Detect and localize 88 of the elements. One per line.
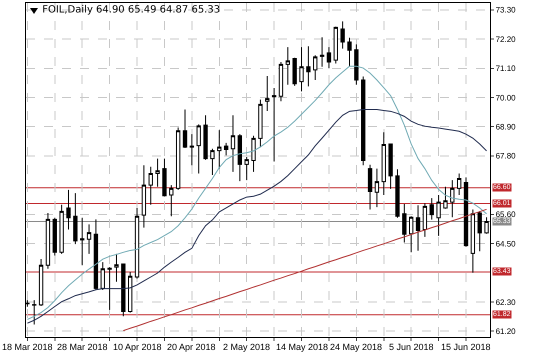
- candlestick: [326, 46, 332, 69]
- candlestick: [32, 300, 36, 326]
- candlestick: [128, 271, 132, 314]
- candlestick: [148, 166, 153, 206]
- candlestick: [422, 202, 428, 238]
- candlestick: [46, 212, 50, 270]
- candlestick: [306, 46, 311, 87]
- candlestick: [388, 142, 393, 190]
- candlestick: [313, 54, 318, 80]
- candlestick: [402, 203, 407, 243]
- candlestick: [470, 209, 476, 274]
- candlestick: [374, 168, 380, 208]
- candlestick: [190, 134, 194, 166]
- line-series: [122, 208, 488, 332]
- y-tick-label: 71.10: [496, 64, 516, 74]
- candlestick: [368, 164, 372, 210]
- y-tick-label: 68.90: [496, 122, 516, 132]
- candlestick: [100, 262, 105, 291]
- candlestick: [38, 258, 44, 306]
- y-tick-label: 64.50: [496, 239, 516, 248]
- x-tick-label: 28 Mar 2018: [57, 342, 108, 352]
- x-tick-label: 2 May 2018: [223, 342, 270, 352]
- candlestick: [196, 124, 201, 174]
- y-tick-label: 73.30: [496, 6, 516, 15]
- x-tick-label: 10 Apr 2018: [113, 342, 162, 352]
- line-series: [26, 66, 488, 320]
- candlestick: [265, 76, 270, 112]
- x-tick-label: 14 May 2018: [276, 342, 328, 352]
- candlestick: [272, 87, 276, 162]
- candlestick: [107, 266, 112, 310]
- candlestick: [238, 134, 242, 182]
- candlestick: [142, 164, 146, 228]
- candlestick: [251, 135, 256, 172]
- candlestick: [162, 158, 167, 198]
- x-tick-label: 15 Jun 2018: [441, 342, 491, 352]
- candlestick: [73, 192, 78, 245]
- candlestick: [382, 132, 386, 196]
- candlestick: [436, 194, 441, 236]
- candlestick: [347, 37, 352, 68]
- y-tick-label: 67.80: [496, 152, 516, 161]
- candlestick: [155, 158, 160, 188]
- x-tick-label: 18 Mar 2018: [2, 342, 53, 352]
- candlestick: [416, 204, 420, 252]
- candlestick: [450, 180, 454, 218]
- candlestick: [320, 36, 324, 68]
- y-tick-label: 72.20: [496, 34, 516, 44]
- line-series: [26, 108, 488, 324]
- candlestick: [210, 148, 215, 176]
- candlestick: [86, 224, 92, 254]
- candlestick: [443, 186, 448, 210]
- y-tick-label: 61.20: [496, 326, 516, 336]
- chart-title: FOIL,Daily 64.90 65.49 64.87 65.33: [42, 4, 220, 16]
- candlestick: [478, 210, 482, 252]
- candlestick: [217, 130, 222, 170]
- candlestick: [66, 189, 71, 230]
- candlestick: [114, 253, 119, 282]
- candlestick: [395, 168, 400, 218]
- candlestick: [121, 262, 126, 317]
- candlestick: [52, 217, 57, 256]
- candlestick: [430, 198, 434, 220]
- candlestick: [334, 26, 338, 64]
- candlestick: [258, 99, 263, 148]
- candlestick: [230, 114, 236, 172]
- candlestick: [244, 156, 249, 181]
- candlestick: [278, 61, 284, 102]
- candlestick: [292, 57, 297, 86]
- candlestick: [59, 204, 64, 254]
- candlestick: [340, 20, 345, 50]
- candlestick: [354, 44, 359, 86]
- x-tick-label: 5 Jun 2018: [389, 342, 434, 352]
- x-tick-label: 24 May 2018: [330, 342, 382, 352]
- candlestick: [456, 172, 462, 196]
- x-tick-label: 20 Apr 2018: [167, 342, 216, 352]
- candlestick: [224, 142, 228, 156]
- y-tick-label: 70.00: [496, 93, 516, 102]
- candlestick: [134, 207, 140, 280]
- candlestick: [299, 46, 304, 92]
- candlestick: [361, 76, 366, 166]
- y-tick-label: 65.60: [496, 210, 516, 220]
- candlestick: [286, 46, 290, 86]
- candlestick: [182, 108, 188, 148]
- candlestick: [176, 127, 180, 190]
- candlestick: [169, 184, 174, 217]
- y-tick-label: 62.30: [496, 298, 516, 307]
- candlestick: [94, 218, 98, 291]
- candlestick: [409, 216, 414, 253]
- candlestick: [80, 217, 84, 266]
- candlestick: [203, 114, 208, 160]
